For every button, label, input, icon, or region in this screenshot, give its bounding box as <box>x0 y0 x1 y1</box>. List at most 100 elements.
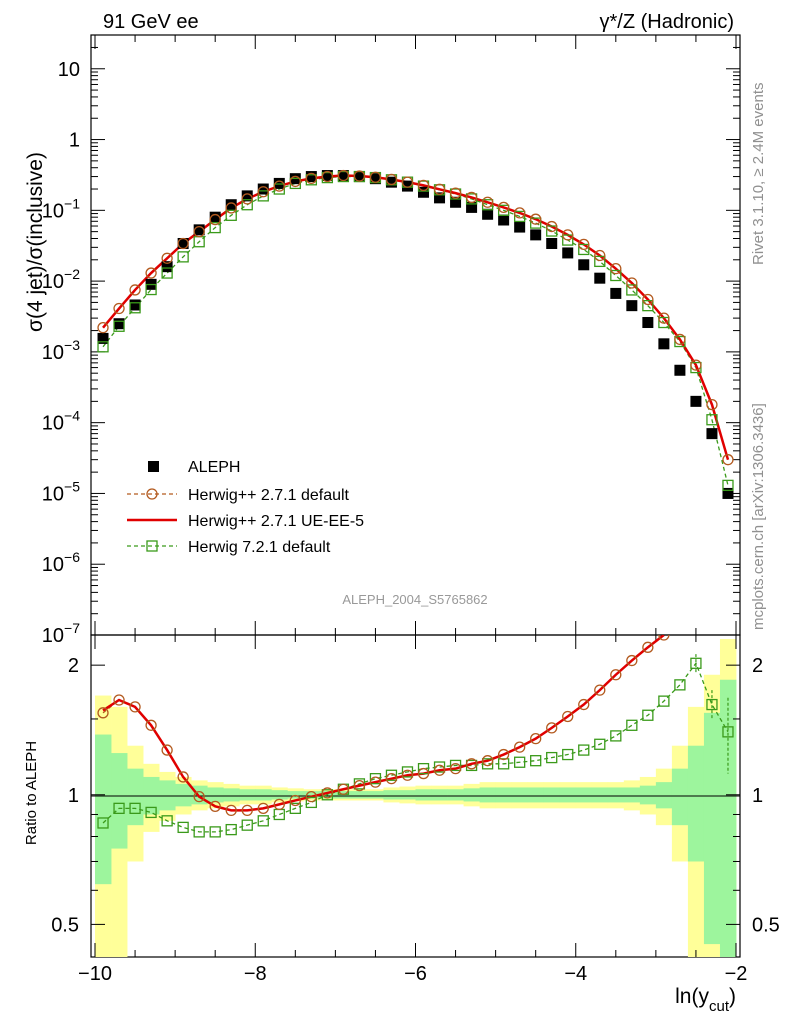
main-y-axis-label: σ(4 jet)/σ(inclusive) <box>24 152 47 332</box>
main-point-aleph <box>177 237 189 249</box>
main-point-aleph <box>305 171 317 183</box>
ratio-point-h721 <box>193 826 205 838</box>
ratio-point-h721 <box>209 826 221 838</box>
ratio-point-h271-default <box>497 748 510 761</box>
main-point-aleph <box>690 395 702 407</box>
ratio-point-h721 <box>385 769 398 781</box>
x-tick-label: −4 <box>564 963 587 985</box>
main-point-h721 <box>562 234 574 246</box>
ratio-point-h721 <box>514 756 526 768</box>
main-point-h271-default <box>369 171 382 183</box>
ratio-point-h721 <box>289 802 301 814</box>
main-point-aleph <box>642 317 654 329</box>
main-point-h271-default <box>337 169 350 182</box>
main-point-aleph <box>498 214 510 226</box>
main-y-tick-label: 10−6 <box>42 549 80 576</box>
main-point-aleph <box>369 173 381 185</box>
ratio-band-inner <box>287 791 304 799</box>
main-point-h271-default <box>674 333 686 346</box>
ratio-band-inner <box>575 787 593 803</box>
ratio-band-inner <box>271 790 288 800</box>
main-point-h271-default <box>626 277 638 289</box>
legend-label-h271-ueee5: Herwig++ 2.7.1 UE-EE-5 <box>188 513 364 530</box>
axes: 10−7 10−6 10−5 10−4 10−3 10−2 10−1 1 10 −10 −8 −6 −4… <box>42 34 780 985</box>
ratio-point-h721 <box>546 751 558 764</box>
legend-marker-aleph <box>148 461 159 472</box>
ratio-y-tick-label: 0.5 <box>51 914 79 936</box>
main-point-aleph <box>578 259 590 271</box>
ratio-point-h721 <box>722 726 734 738</box>
main-point-aleph <box>257 183 269 195</box>
x-axis-label: ln(ycut) <box>675 985 736 1015</box>
ratio-point-h721 <box>417 762 430 775</box>
ratio-point-h721 <box>449 759 462 772</box>
ratio-point-h721 <box>161 815 173 827</box>
ratio-point-h271-default <box>209 800 221 812</box>
ratio-point-h721 <box>273 808 285 821</box>
ratio-band-inner <box>671 768 689 826</box>
main-point-aleph <box>385 176 397 188</box>
ratio-point-h271-default <box>658 635 670 641</box>
ratio-band-inner <box>607 787 625 803</box>
main-point-h271-default <box>594 249 606 262</box>
ratio-band-inner <box>95 734 112 885</box>
ratio-point-h271-default <box>321 787 334 799</box>
main-point-h271-default <box>497 201 510 214</box>
ratio-point-h721 <box>562 748 574 761</box>
ratio-y-tick-label-right: 0.5 <box>752 914 780 936</box>
ratio-point-h271-default <box>305 791 317 803</box>
main-point-h271-default <box>562 229 574 241</box>
ratio-point-h271-default <box>626 654 638 667</box>
ratio-point-h271-default <box>546 722 558 734</box>
ratio-point-h271-default <box>241 804 253 817</box>
main-point-h271-default <box>353 170 366 182</box>
ratio-band-inner <box>479 787 497 803</box>
main-point-h271-default <box>145 267 157 279</box>
ratio-point-h721 <box>658 695 670 707</box>
main-point-aleph <box>418 186 430 198</box>
main-point-aleph <box>209 211 221 223</box>
main-point-aleph <box>450 196 462 208</box>
ratio-band-inner <box>159 780 176 811</box>
ratio-point-h721 <box>578 744 590 756</box>
main-point-aleph <box>562 247 574 259</box>
ratio-band-inner <box>511 787 529 803</box>
ratio-band-inner <box>111 753 128 849</box>
ratio-point-h271-default <box>417 767 430 780</box>
x-tick-label: −6 <box>404 963 427 985</box>
main-point-h721 <box>610 269 622 282</box>
ratio-y-axis-label: Ratio to ALEPH <box>23 741 40 845</box>
ratio-point-h721 <box>241 819 253 831</box>
main-series <box>97 169 734 499</box>
main-point-h271-default <box>225 202 237 214</box>
main-point-aleph <box>321 170 333 182</box>
ratio-point-h271-default <box>369 776 382 788</box>
ratio-point-h721 <box>113 802 125 814</box>
x-axis-label-sub: cut <box>709 998 730 1015</box>
ratio-point-h271-default <box>481 755 494 767</box>
main-point-aleph <box>610 287 622 299</box>
ratio-point-h271-default <box>562 710 574 723</box>
ratio-point-h721 <box>594 738 606 750</box>
ratio-band-inner <box>463 788 480 802</box>
ratio-point-h271-default <box>385 773 398 785</box>
main-point-aleph <box>434 192 446 204</box>
main-point-h271-default <box>97 321 109 334</box>
main-point-h721 <box>722 479 734 492</box>
ratio-point-h721 <box>369 773 382 785</box>
main-y-tick-label: 10−3 <box>42 337 80 364</box>
ratio-band-inner <box>527 787 545 803</box>
main-point-h721 <box>514 210 526 223</box>
ratio-point-h271-default <box>289 794 301 807</box>
main-point-aleph <box>658 338 670 350</box>
x-tick-label: −8 <box>244 963 267 985</box>
x-tick-label: −10 <box>78 963 112 985</box>
ratio-band-inner <box>495 787 513 803</box>
ratio-band-inner <box>175 783 192 807</box>
main-point-h721 <box>626 284 638 296</box>
ratio-point-h271-default <box>642 641 654 653</box>
ratio-point-h721 <box>225 823 237 836</box>
main-point-h721 <box>497 204 510 216</box>
ratio-point-h271-default <box>433 764 446 776</box>
ratio-point-h721 <box>177 821 189 834</box>
